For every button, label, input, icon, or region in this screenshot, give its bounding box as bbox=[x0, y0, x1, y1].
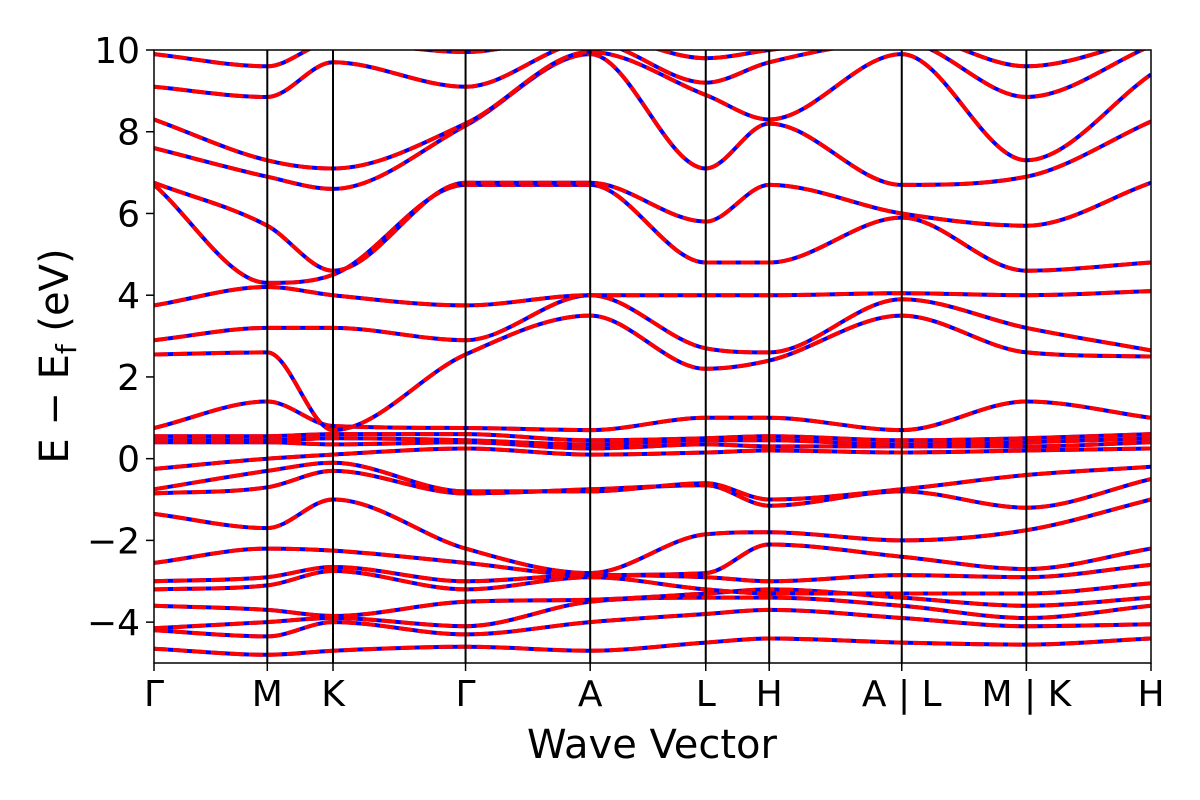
band-line-red-20 bbox=[154, 52, 1151, 191]
band-line-red-11 bbox=[154, 440, 1151, 451]
y-axis-label-main: E − E bbox=[32, 354, 78, 464]
band-line-red-19 bbox=[154, 180, 1151, 273]
band-line-red-7 bbox=[154, 497, 1151, 576]
band-line-red-9 bbox=[154, 460, 1151, 502]
x-axis-label: Wave Vector bbox=[527, 722, 778, 768]
band-line-red-10 bbox=[154, 446, 1151, 471]
band-line-red-13 bbox=[154, 432, 1151, 443]
band-line-red-14 bbox=[154, 399, 1151, 433]
x-tick-label-9: H bbox=[1137, 674, 1164, 715]
y-tick-label-5: 6 bbox=[117, 194, 140, 235]
x-tick-label-5: L bbox=[696, 674, 716, 715]
band-line-red-0 bbox=[154, 636, 1151, 657]
band-line-red-6 bbox=[154, 542, 1151, 578]
y-tick-label-6: 8 bbox=[117, 113, 140, 154]
y-axis-ticks: −4 −2 0 2 4 6 8 10 bbox=[87, 31, 154, 644]
band-line-red-21 bbox=[154, 50, 1151, 171]
x-tick-label-2: K bbox=[321, 674, 346, 715]
plot-frame bbox=[153, 49, 1152, 664]
band-line-blue-18 bbox=[154, 182, 1151, 285]
band-line-red-1 bbox=[154, 607, 1151, 639]
x-tick-label-8: M | K bbox=[982, 674, 1073, 715]
y-tick-label-2: 0 bbox=[117, 440, 140, 481]
y-tick-label-0: −4 bbox=[87, 603, 140, 644]
y-tick-label-3: 2 bbox=[117, 358, 140, 399]
band-line-red-23 bbox=[154, 50, 1115, 69]
y-axis-label-subscript: f bbox=[50, 343, 83, 354]
band-line-red-3 bbox=[154, 587, 1151, 619]
x-tick-label-0: Γ bbox=[144, 674, 164, 715]
x-tick-label-7: A | L bbox=[862, 674, 942, 715]
y-axis-label: E − Ef (eV) bbox=[32, 248, 83, 463]
band-line-red-22 bbox=[154, 50, 1147, 100]
x-tick-label-1: M bbox=[252, 674, 283, 715]
y-tick-label-7: 10 bbox=[94, 31, 140, 72]
x-tick-label-6: H bbox=[756, 674, 783, 715]
band-line-red-15 bbox=[154, 313, 1151, 433]
band-line-red-12 bbox=[154, 436, 1151, 447]
y-axis-label-unit: (eV) bbox=[32, 248, 78, 344]
x-tick-label-4: A bbox=[578, 674, 603, 715]
band-line-red-4 bbox=[154, 568, 1151, 596]
high-symmetry-lines bbox=[266, 50, 1028, 663]
y-tick-label-4: 4 bbox=[117, 276, 140, 317]
band-line-red-17 bbox=[154, 284, 1151, 308]
band-line-red-16 bbox=[154, 293, 1151, 355]
x-tick-label-3: Γ bbox=[456, 674, 476, 715]
y-tick-label-1: −2 bbox=[87, 521, 140, 562]
bands-layer bbox=[154, 50, 1151, 657]
